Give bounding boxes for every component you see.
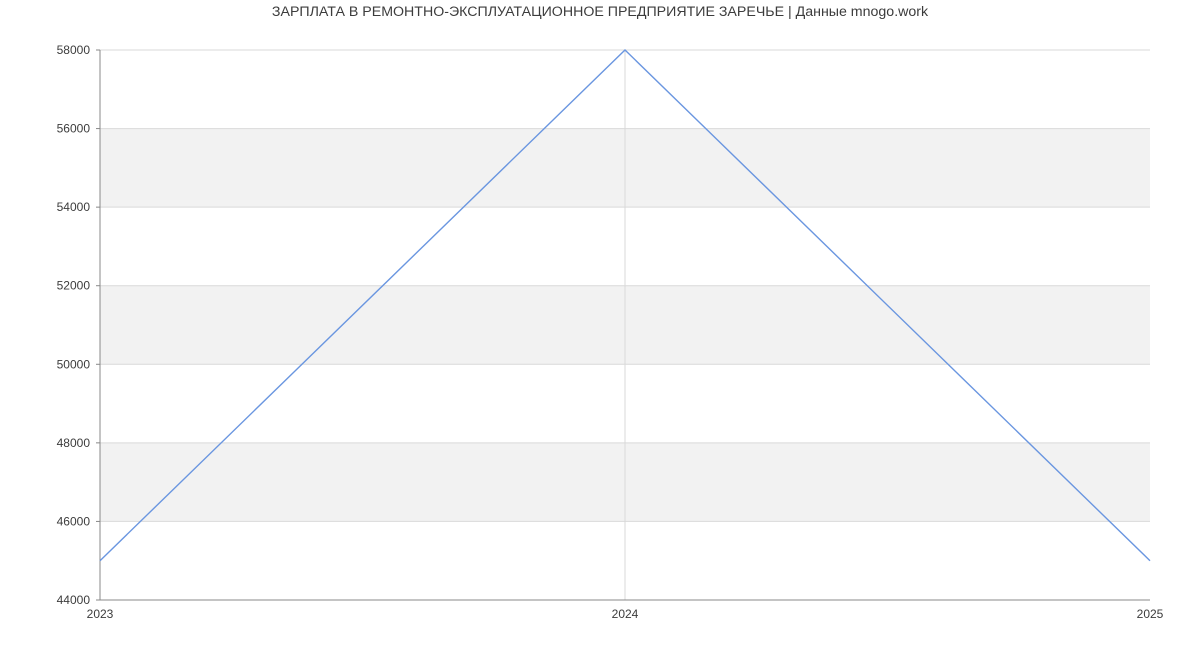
svg-text:48000: 48000 xyxy=(57,436,91,450)
svg-text:56000: 56000 xyxy=(57,122,91,136)
svg-text:54000: 54000 xyxy=(57,200,91,214)
svg-text:58000: 58000 xyxy=(57,43,91,57)
svg-text:46000: 46000 xyxy=(57,514,91,528)
svg-text:50000: 50000 xyxy=(57,357,91,371)
svg-text:2024: 2024 xyxy=(612,607,639,621)
svg-text:2025: 2025 xyxy=(1137,607,1164,621)
svg-text:44000: 44000 xyxy=(57,593,91,607)
svg-text:2023: 2023 xyxy=(87,607,114,621)
svg-text:52000: 52000 xyxy=(57,279,91,293)
